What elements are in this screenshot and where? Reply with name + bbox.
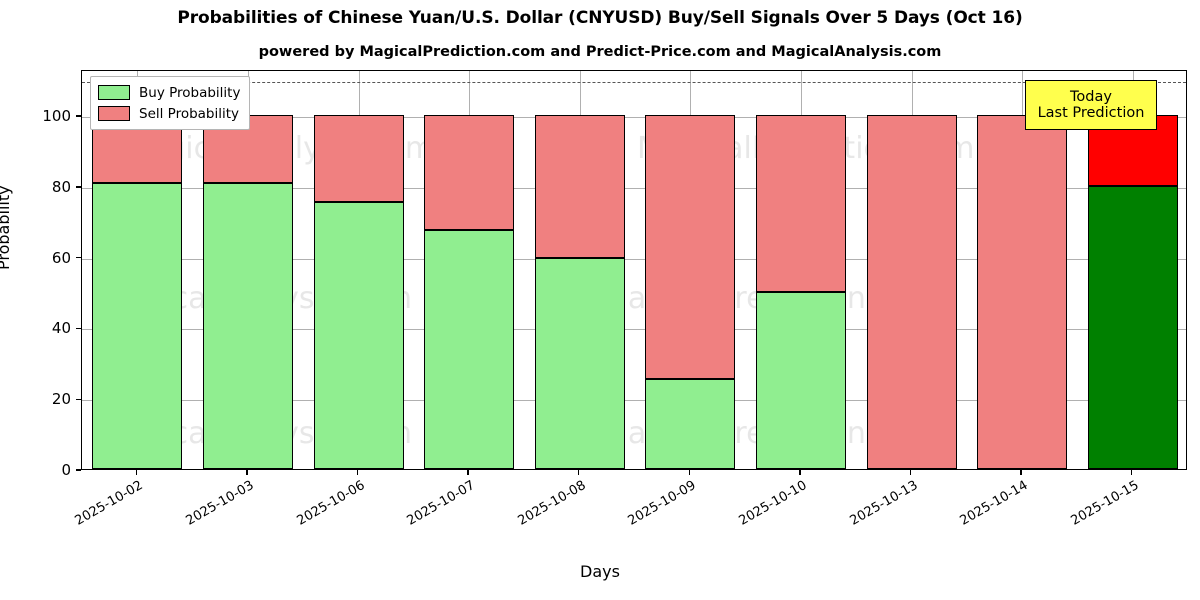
chart-legend: Buy Probability Sell Probability (90, 76, 251, 130)
gridline-horizontal (82, 400, 1186, 402)
bar-segment-sell (866, 115, 957, 469)
x-axis-tick-mark (799, 470, 801, 475)
bar-segment-buy (1087, 185, 1178, 469)
x-axis-tick-label: 2025-10-08 (515, 478, 589, 529)
x-axis-tick-label: 2025-10-09 (625, 478, 699, 529)
bar-2025-10-09[interactable] (645, 69, 736, 469)
legend-label-sell: Sell Probability (139, 105, 240, 122)
y-axis-label: Probability (0, 185, 13, 270)
bar-segment-buy (534, 257, 625, 469)
bar-2025-10-02[interactable] (92, 69, 183, 469)
bar-segment-buy (755, 292, 846, 469)
y-axis-tick-label: 80 (51, 177, 71, 196)
x-axis-tick-mark (688, 470, 690, 475)
today-annotation-line2: Last Prediction (1037, 105, 1145, 121)
x-axis-tick-mark (1020, 470, 1022, 475)
bar-segment-buy (92, 182, 183, 469)
today-annotation-line1: Today (1070, 88, 1112, 105)
x-axis-tick-mark (1131, 470, 1133, 475)
reference-dashed-line (82, 81, 1186, 83)
bar-segment-buy (424, 230, 515, 469)
legend-swatch-sell-icon (98, 106, 130, 121)
x-axis-tick-mark (467, 470, 469, 475)
x-axis-tick-label: 2025-10-13 (847, 478, 920, 529)
y-axis-tick-label: 100 (42, 107, 71, 126)
bar-segment-buy (202, 182, 293, 469)
x-axis-tick-label: 2025-10-02 (72, 478, 146, 529)
legend-label-buy: Buy Probability (139, 84, 241, 101)
x-axis-tick-mark (578, 470, 580, 475)
y-axis-tick-mark (76, 327, 81, 330)
bar-2025-10-14[interactable] (977, 69, 1068, 469)
y-axis-tick-mark (76, 256, 81, 259)
bar-2025-10-07[interactable] (424, 69, 515, 469)
x-axis-tick-label: 2025-10-07 (404, 478, 478, 529)
legend-item-sell[interactable]: Sell Probability (98, 103, 240, 124)
gridline-horizontal (82, 258, 1186, 260)
x-axis-tick-mark (135, 470, 137, 475)
bar-2025-10-10[interactable] (755, 69, 846, 469)
bar-2025-10-13[interactable] (866, 69, 957, 469)
chart-title: Probabilities of Chinese Yuan/U.S. Dolla… (177, 8, 1023, 28)
bar-2025-10-06[interactable] (313, 69, 404, 469)
y-axis-tick-label: 0 (61, 461, 71, 479)
legend-swatch-buy-icon (98, 85, 130, 100)
y-axis-tick-label: 60 (51, 248, 71, 267)
chart-subtitle: powered by MagicalPrediction.com and Pre… (258, 44, 942, 60)
x-axis-tick-mark (246, 470, 248, 475)
y-axis-tick-mark (76, 186, 81, 188)
bar-segment-sell (977, 115, 1068, 469)
x-axis-label: Days (580, 562, 620, 581)
legend-item-buy[interactable]: Buy Probability (98, 82, 240, 103)
y-axis-tick-mark (76, 115, 81, 117)
bar-segment-sell (313, 115, 404, 203)
bar-segment-sell (755, 115, 846, 293)
bar-segment-buy (313, 202, 404, 469)
x-axis-tick-label: 2025-10-15 (1068, 478, 1142, 529)
y-axis-tick-mark (76, 398, 81, 400)
bar-segment-sell (534, 115, 625, 258)
x-axis-tick-label: 2025-10-06 (294, 478, 367, 529)
x-axis-tick-label: 2025-10-14 (957, 478, 1031, 529)
gridline-horizontal (82, 117, 1186, 119)
bar-segment-buy (645, 378, 736, 469)
y-axis-tick-label: 40 (51, 319, 71, 338)
x-axis-tick-label: 2025-10-10 (736, 478, 810, 529)
today-annotation: Today Last Prediction (1025, 80, 1157, 130)
bar-2025-10-08[interactable] (534, 69, 625, 469)
gridline-horizontal (82, 329, 1186, 331)
gridline-horizontal (82, 187, 1186, 189)
plot-area: MagicalAnalysis.comMagicalPrediction.com… (81, 70, 1187, 470)
bar-segment-sell (645, 115, 736, 379)
x-axis-tick-mark (356, 470, 359, 475)
y-axis-tick-mark (76, 469, 81, 471)
x-axis-tick-mark (909, 470, 912, 475)
y-axis-tick-label: 20 (51, 390, 71, 409)
bar-2025-10-03[interactable] (202, 69, 293, 469)
x-axis-tick-label: 2025-10-03 (183, 478, 257, 529)
bar-segment-sell (424, 115, 515, 231)
